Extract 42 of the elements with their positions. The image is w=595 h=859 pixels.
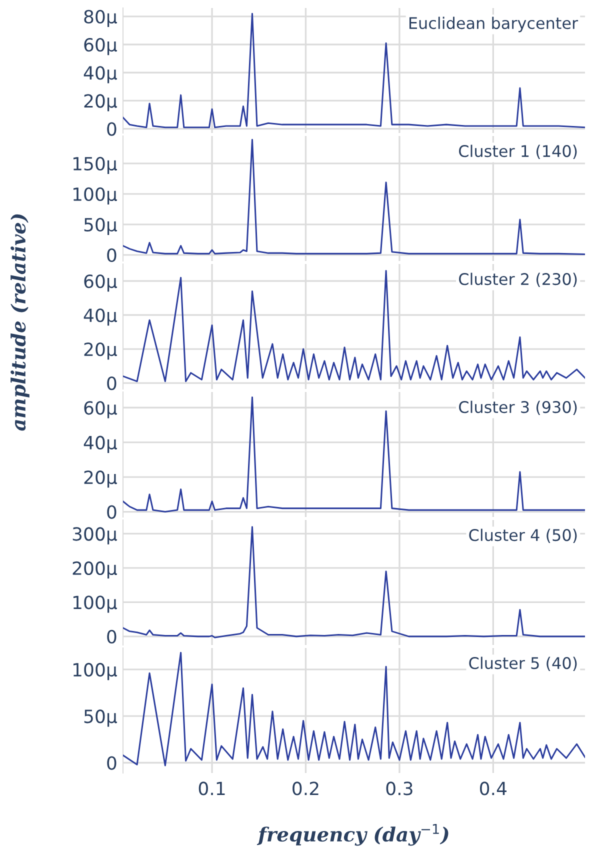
y-tick-label: 200μ	[72, 561, 118, 579]
y-tick-label: 20μ	[84, 94, 118, 112]
y-tick-label: 100μ	[73, 596, 118, 613]
chart-title: Cluster 5 (40)	[469, 656, 577, 671]
y-tick-label: 0	[107, 505, 116, 519]
chart-title: Cluster 1 (140)	[459, 144, 577, 159]
x-tick-label: 0.2	[292, 782, 318, 796]
y-tick-label: 40μ	[84, 436, 118, 453]
y-tick-label: 60μ	[84, 38, 118, 56]
y-tick-label: 0	[107, 630, 116, 644]
line-series	[123, 652, 585, 766]
chart-title: Cluster 3 (930)	[459, 400, 577, 415]
y-tick-label: 60μ	[84, 274, 118, 292]
y-tick-label: 20μ	[84, 342, 118, 360]
chart-title: Cluster 4 (50)	[469, 528, 577, 543]
y-tick-label: 20μ	[84, 470, 118, 488]
x-axis-title: frequency (day$^{−1}$)	[256, 824, 448, 846]
y-tick-label: 0	[107, 248, 116, 262]
y-tick-label: 40μ	[84, 308, 118, 326]
chart-title: Cluster 2 (230)	[459, 272, 577, 287]
x-tick-label: 0.1	[198, 782, 225, 796]
y-tick-label: 60μ	[84, 401, 118, 418]
y-tick-label: 0	[107, 122, 116, 136]
y-tick-label: 50μ	[84, 218, 118, 236]
line-series	[123, 12, 585, 128]
line-series	[123, 526, 585, 638]
y-tick-label: 50μ	[84, 710, 118, 727]
y-tick-label: 100μ	[73, 662, 118, 680]
y-tick-label: 80μ	[84, 10, 118, 28]
y-tick-label: 40μ	[84, 66, 118, 84]
y-tick-label: 300μ	[72, 527, 118, 544]
line-series	[123, 396, 585, 513]
line-series	[123, 270, 585, 382]
y-tick-label: 100μ	[73, 187, 118, 205]
y-tick-label: 150μ	[73, 156, 118, 174]
y-axis-title: amplitude (relative)	[10, 214, 30, 431]
x-tick-label: 0.3	[386, 782, 412, 796]
y-tick-label: 0	[107, 376, 116, 390]
y-tick-label: 0	[107, 756, 116, 770]
line-series	[123, 138, 585, 256]
x-tick-label: 0.4	[480, 782, 507, 796]
text: Euclidean barycenter	[409, 16, 578, 32]
